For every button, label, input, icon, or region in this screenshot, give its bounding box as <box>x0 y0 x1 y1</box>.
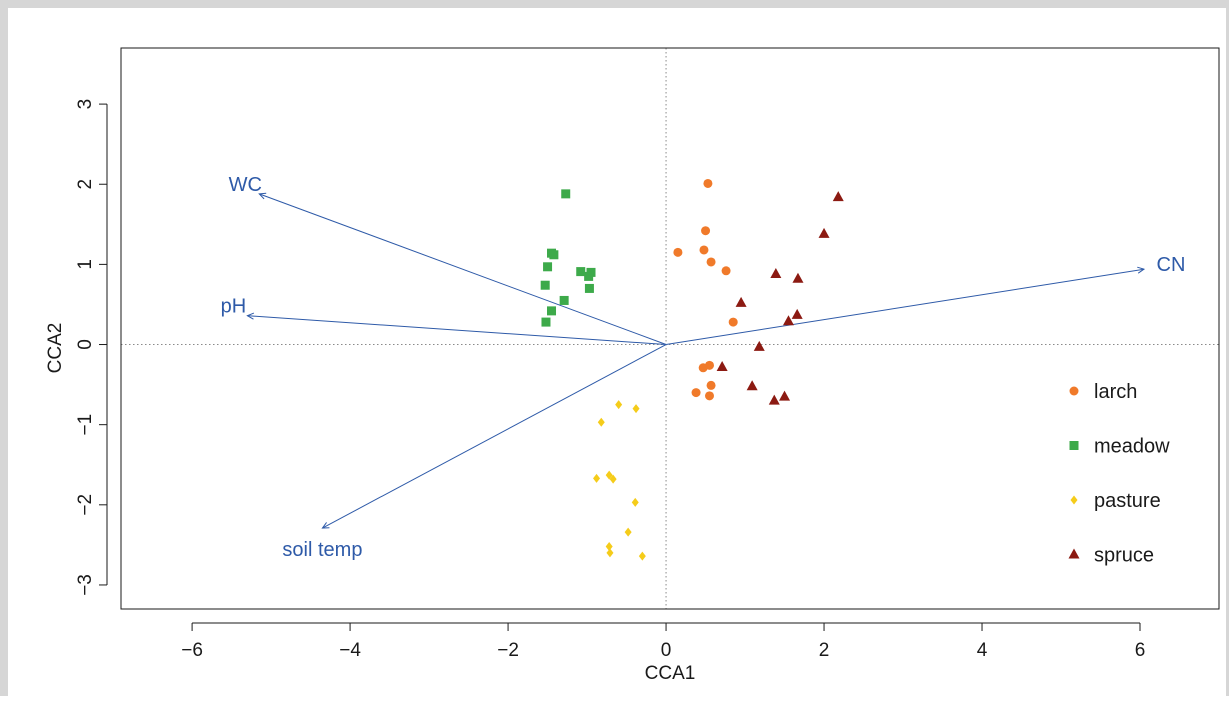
point-spruce <box>818 227 830 238</box>
y-axis-title: CCA2 <box>45 323 66 374</box>
point-larch <box>706 257 716 267</box>
legend-label-pasture: pasture <box>1094 490 1161 512</box>
x-tick-label: 2 <box>819 640 830 661</box>
point-spruce <box>791 308 803 319</box>
point-spruce <box>782 315 794 326</box>
arrow-ph <box>247 315 667 346</box>
point-meadow <box>559 295 569 305</box>
plot-area-border <box>120 47 1220 610</box>
point-meadow <box>584 271 594 281</box>
point-larch <box>701 226 711 236</box>
point-pasture <box>606 548 614 558</box>
arrowhead-ph <box>246 312 255 320</box>
point-pasture <box>593 473 601 483</box>
arrow-label-soil-temp: soil temp <box>282 539 362 561</box>
legend-marker-spruce <box>1068 548 1080 559</box>
point-meadow <box>543 262 553 272</box>
y-tick-label: 3 <box>75 99 96 110</box>
x-tick-label: −2 <box>497 640 519 661</box>
y-tick-label: 1 <box>75 259 96 270</box>
arrow-label-ph: pH <box>221 296 247 318</box>
y-tick-label: 0 <box>75 339 96 350</box>
point-larch <box>703 178 713 188</box>
point-spruce <box>770 268 782 279</box>
y-tick-label: −2 <box>75 494 96 516</box>
point-spruce <box>779 390 791 401</box>
point-spruce <box>832 191 844 202</box>
arrow-cn <box>665 268 1145 346</box>
point-larch <box>699 245 709 255</box>
point-larch <box>721 266 731 276</box>
y-tick-label: −3 <box>75 574 96 596</box>
x-tick-label: 6 <box>1135 640 1146 661</box>
point-pasture <box>632 404 640 414</box>
point-spruce <box>735 296 747 307</box>
point-pasture <box>638 551 646 561</box>
point-larch <box>704 391 714 401</box>
point-meadow <box>541 317 551 327</box>
legend-marker-pasture <box>1070 495 1078 505</box>
point-meadow <box>540 280 550 290</box>
point-larch <box>728 317 738 327</box>
point-spruce <box>753 340 765 351</box>
point-pasture <box>605 541 613 551</box>
legend-label-larch: larch <box>1094 381 1137 403</box>
x-tick-label: 4 <box>977 640 988 661</box>
point-larch <box>698 363 708 373</box>
point-spruce <box>768 394 780 405</box>
x-tick-label: 0 <box>661 640 672 661</box>
point-spruce <box>792 272 804 283</box>
y-tick-label: 2 <box>75 179 96 190</box>
legend-label-meadow: meadow <box>1094 436 1170 458</box>
point-larch <box>673 247 683 257</box>
point-pasture <box>631 497 639 507</box>
arrow-label-wc: WC <box>229 174 262 196</box>
legend-marker-larch <box>1069 386 1079 396</box>
x-tick-label: −6 <box>181 640 203 661</box>
point-larch <box>691 388 701 398</box>
legend: larch meadow pasture spruce <box>1068 381 1170 567</box>
x-tick-label: −4 <box>339 640 361 661</box>
point-meadow <box>547 306 557 316</box>
point-meadow <box>549 250 559 260</box>
arrowhead-cn <box>1137 266 1146 274</box>
point-spruce <box>716 360 728 371</box>
point-meadow <box>561 189 571 199</box>
arrowhead-soil-temp <box>321 522 330 529</box>
point-pasture <box>597 417 605 427</box>
point-spruce <box>746 380 758 391</box>
point-meadow <box>584 283 594 293</box>
arrow-label-cn: CN <box>1157 254 1186 276</box>
legend-marker-meadow <box>1069 441 1079 450</box>
point-pasture <box>609 474 617 484</box>
x-axis-title: CCA1 <box>645 663 696 684</box>
point-pasture <box>615 400 623 410</box>
legend-label-spruce: spruce <box>1094 545 1154 567</box>
point-pasture <box>605 470 613 480</box>
arrow-soil-temp <box>322 344 667 529</box>
point-larch <box>706 380 716 390</box>
point-pasture <box>624 527 632 537</box>
point-meadow <box>576 267 586 277</box>
arrowhead-wc <box>258 192 267 200</box>
cca-biplot: WC pH soil temp CN −6 −4 −2 0 2 4 6 −3 −2 −1 0 1 2 3 CC… <box>45 47 1220 684</box>
arrow-wc <box>259 193 667 345</box>
y-tick-label: −1 <box>75 414 96 436</box>
